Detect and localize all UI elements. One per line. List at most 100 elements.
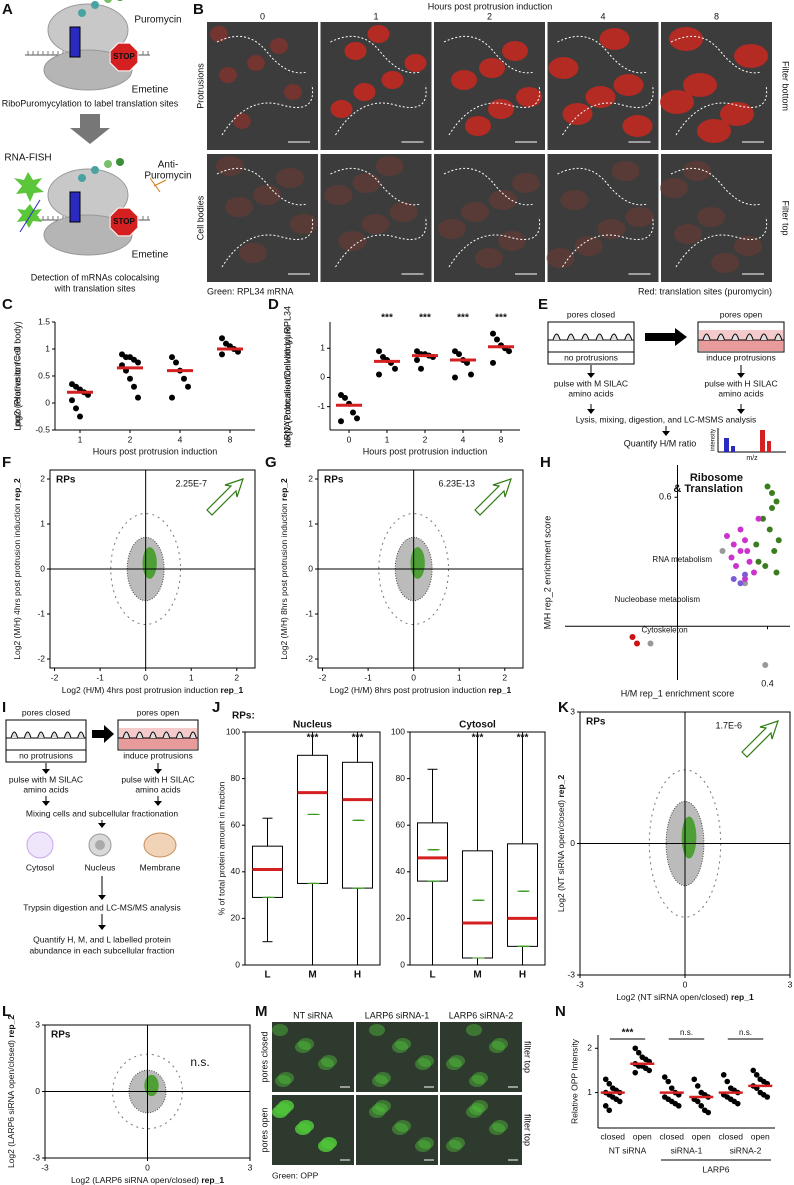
stain (338, 231, 367, 251)
arrow-head (154, 769, 162, 774)
stain (415, 1058, 431, 1070)
stain (488, 99, 514, 119)
stain (369, 1024, 385, 1036)
peak (760, 430, 765, 452)
dot (734, 1100, 741, 1107)
arrow-head (42, 769, 50, 774)
y-tick-label: -2 (37, 653, 45, 663)
dot (602, 1076, 609, 1083)
dot (418, 365, 424, 372)
y-tick-label: 40 (231, 866, 241, 876)
y-tick-label: 0.5 (38, 370, 50, 380)
y-tick-label: -1 (37, 608, 45, 618)
label: STOP (113, 52, 135, 61)
peak (724, 438, 729, 452)
label-part: Log2 (M/H) 4hrs post protrusion inductio… (12, 501, 22, 660)
icon (143, 832, 177, 858)
cell (122, 731, 131, 739)
point (730, 575, 737, 582)
label: 4 (600, 11, 605, 21)
label: 2.25E-7 (175, 478, 207, 488)
significance: *** (381, 313, 393, 324)
label: induce protrusions (123, 750, 192, 760)
stain (489, 1123, 505, 1135)
x-tick-label: L (264, 970, 270, 981)
dot (602, 1103, 609, 1109)
label-part: Log2 (LARP6 siRNA open/closed) (6, 1038, 16, 1168)
x-axis-label: Hours post protrusion induction (363, 446, 488, 456)
x-tick-label: -2 (319, 672, 327, 682)
dot (456, 351, 462, 358)
stain (449, 1055, 465, 1067)
stain (475, 248, 503, 268)
point (647, 640, 654, 647)
label: Green: OPP (272, 1170, 319, 1180)
cell (77, 731, 85, 739)
y-tick-label: -0.5 (35, 424, 50, 434)
medium (119, 738, 197, 749)
group-label: & Translation (673, 483, 743, 495)
label: pores open (137, 707, 180, 717)
dot (452, 374, 458, 381)
stain (574, 236, 603, 256)
significance: *** (517, 733, 529, 744)
y-tick-label: 80 (231, 773, 241, 783)
cell (135, 731, 144, 739)
cell (37, 731, 45, 739)
rp-cloud (410, 547, 425, 579)
y-tick-label: 80 (396, 773, 406, 783)
micrograph (440, 1095, 522, 1165)
box (507, 843, 538, 947)
x-tick-label: open (633, 1131, 652, 1141)
label-part: Log2 (H/M) 8hrs post protrusion inductio… (330, 685, 489, 695)
dot (127, 375, 133, 382)
dot (350, 409, 356, 416)
arrow-head (587, 373, 595, 378)
stain (562, 103, 593, 125)
x-tick-label: H (354, 970, 361, 981)
x-axis-label: Log2 (LARP6 siRNA open/closed) rep_1 (71, 1175, 224, 1185)
y-tick-label: 20 (231, 913, 241, 923)
big-arrow (70, 114, 110, 144)
label-part: rep_1 (489, 685, 512, 695)
label: no protrusions (19, 750, 73, 760)
label: NT siRNA (293, 1010, 333, 1020)
stain (361, 214, 390, 234)
label-box (5, 749, 87, 763)
y-tick-label: 0 (320, 372, 325, 382)
y-tick-label: -1 (305, 608, 313, 618)
label: pores open (720, 309, 763, 319)
y-tick-label: 1.5 (38, 316, 50, 326)
stain (674, 224, 702, 244)
point (751, 569, 757, 576)
label: n.s. (190, 1055, 209, 1069)
x-tick-label: M (308, 970, 316, 981)
y-tick-label: 100 (226, 726, 240, 736)
x-axis-label: Log2 (NT siRNA open/closed) rep_1 (616, 992, 754, 1002)
label-part: Log2 (NT siRNA open/closed) (556, 798, 566, 913)
stain (284, 84, 302, 100)
dot (354, 415, 360, 422)
micrograph (356, 1022, 438, 1092)
stain (466, 1024, 482, 1036)
dot (376, 348, 382, 355)
medium (699, 340, 783, 351)
chain-bead (104, 160, 112, 168)
dot (173, 359, 179, 366)
label-part: Log2 (LARP6 siRNA open/closed) (71, 1175, 201, 1185)
x-tick-label: -3 (576, 979, 584, 989)
label-part: Log2 (NT siRNA open/closed) (616, 992, 731, 1002)
dot (632, 1045, 639, 1052)
stain (253, 185, 281, 205)
stain (389, 202, 418, 222)
significance: n.s. (680, 1028, 693, 1037)
x-tick-label: 0 (347, 434, 352, 444)
stain (697, 207, 725, 227)
label: Trypsin digestion and LC-MS/MS analysis (23, 902, 180, 912)
point (775, 537, 782, 544)
stain (489, 1041, 505, 1053)
dot (73, 405, 79, 412)
peak (731, 446, 735, 452)
medium (549, 340, 633, 351)
